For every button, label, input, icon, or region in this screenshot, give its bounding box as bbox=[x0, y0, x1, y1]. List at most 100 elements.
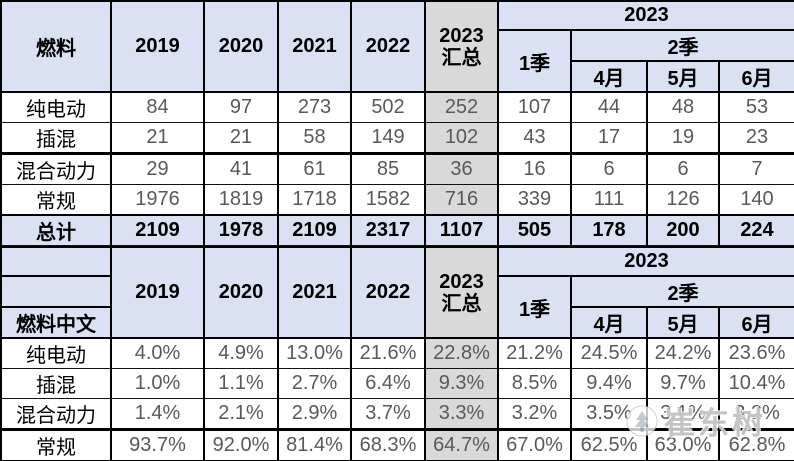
year-header: 2022 bbox=[350, 246, 426, 339]
summary-2023-header: 2023 汇总 bbox=[424, 246, 499, 339]
value-cell: 93.7% bbox=[110, 429, 205, 461]
value-cell: 107 bbox=[497, 91, 572, 123]
year-header: 2022 bbox=[350, 0, 426, 93]
value-cell: 252 bbox=[424, 91, 499, 123]
quarter2-header: 2季 bbox=[570, 275, 794, 308]
year-header: 2019 bbox=[110, 0, 205, 93]
value-cell: 1718 bbox=[277, 184, 352, 216]
value-cell: 29 bbox=[110, 153, 205, 185]
month-header: 6月 bbox=[718, 60, 794, 93]
group-2023-header: 2023 bbox=[497, 0, 794, 31]
month-header: 5月 bbox=[646, 60, 720, 93]
value-cell: 505 bbox=[497, 214, 572, 246]
value-cell: 1107 bbox=[424, 214, 499, 246]
value-cell: 62.8% bbox=[718, 429, 794, 461]
value-cell: 1582 bbox=[350, 184, 426, 216]
value-cell: 200 bbox=[646, 214, 720, 246]
table-header: 2019 2020 2021 2022 2023 汇总 2023 1季 2季 燃… bbox=[0, 246, 794, 339]
value-cell: 1978 bbox=[203, 214, 279, 246]
total-row: 总计 2109 1978 2109 2317 1107 505 178 200 224 bbox=[0, 214, 794, 246]
value-cell: 4.0% bbox=[110, 337, 205, 369]
data-row: 混合动力 29 41 61 85 36 16 6 6 7 bbox=[0, 153, 794, 185]
value-cell: 3.2% bbox=[718, 398, 794, 431]
value-cell: 68.3% bbox=[350, 429, 426, 461]
value-cell: 339 bbox=[497, 184, 572, 216]
value-cell: 8.5% bbox=[497, 368, 572, 399]
data-row: 常规 93.7% 92.0% 81.4% 68.3% 64.7% 67.0% 62.5% 63.… bbox=[0, 429, 794, 461]
value-cell: 716 bbox=[424, 184, 499, 216]
value-cell: 1.0% bbox=[110, 368, 205, 399]
month-header: 4月 bbox=[570, 60, 648, 93]
month-header: 4月 bbox=[570, 306, 648, 339]
value-cell: 7 bbox=[718, 153, 794, 185]
value-cell: 21.2% bbox=[497, 337, 572, 369]
month-header: 6月 bbox=[718, 306, 794, 339]
value-cell: 21 bbox=[203, 122, 279, 155]
value-cell: 53 bbox=[718, 91, 794, 123]
value-cell: 6.4% bbox=[350, 368, 426, 399]
value-cell: 58 bbox=[277, 122, 352, 155]
value-cell: 502 bbox=[350, 91, 426, 123]
value-cell: 2.1% bbox=[203, 398, 279, 431]
value-cell: 1976 bbox=[110, 184, 205, 216]
value-cell: 48 bbox=[646, 91, 720, 123]
value-cell: 2109 bbox=[110, 214, 205, 246]
row-label: 常规 bbox=[0, 184, 112, 216]
value-cell: 3.3% bbox=[424, 398, 499, 431]
value-cell: 2.9% bbox=[277, 398, 352, 431]
value-cell: 23.6% bbox=[718, 337, 794, 369]
row-label: 常规 bbox=[0, 429, 112, 461]
value-cell: 2317 bbox=[350, 214, 426, 246]
value-cell: 1.4% bbox=[110, 398, 205, 431]
summary-2023-header: 2023 汇总 bbox=[424, 0, 499, 93]
value-cell: 61 bbox=[277, 153, 352, 185]
year-header: 2021 bbox=[277, 246, 352, 339]
year-header: 2021 bbox=[277, 0, 352, 93]
table-header: 燃料 2019 2020 2021 2022 2023 汇总 2023 1季 2… bbox=[0, 0, 794, 93]
value-cell: 17 bbox=[570, 122, 648, 155]
value-cell: 2109 bbox=[277, 214, 352, 246]
value-cell: 6 bbox=[646, 153, 720, 185]
quarter2-header: 2季 bbox=[570, 29, 794, 62]
value-cell: 1819 bbox=[203, 184, 279, 216]
value-cell: 3.1% bbox=[646, 398, 720, 431]
year-header: 2020 bbox=[203, 246, 279, 339]
data-row: 混合动力 1.4% 2.1% 2.9% 3.7% 3.3% 3.2% 3.5% 3.1% 3.2% bbox=[0, 398, 794, 431]
value-cell: 64.7% bbox=[424, 429, 499, 461]
row-label: 混合动力 bbox=[0, 398, 112, 431]
value-cell: 3.7% bbox=[350, 398, 426, 431]
value-cell: 21.6% bbox=[350, 337, 426, 369]
data-row: 插混 21 21 58 149 102 43 17 19 23 bbox=[0, 122, 794, 155]
value-cell: 16 bbox=[497, 153, 572, 185]
month-header: 5月 bbox=[646, 306, 720, 339]
value-cell: 41 bbox=[203, 153, 279, 185]
data-row: 纯电动 84 97 273 502 252 107 44 48 53 bbox=[0, 91, 794, 123]
value-cell: 62.5% bbox=[570, 429, 648, 461]
group-2023-header: 2023 bbox=[497, 246, 794, 277]
value-cell: 111 bbox=[570, 184, 648, 216]
row-label: 插混 bbox=[0, 368, 112, 399]
row-label: 插混 bbox=[0, 122, 112, 155]
value-cell: 85 bbox=[350, 153, 426, 185]
value-cell: 140 bbox=[718, 184, 794, 216]
value-cell: 19 bbox=[646, 122, 720, 155]
quarter1-header: 1季 bbox=[497, 275, 572, 339]
corner-header-fuel: 燃料 bbox=[0, 0, 112, 93]
corner-blank-cell bbox=[0, 275, 112, 308]
corner-header-fuel-cn: 燃料中文 bbox=[0, 306, 112, 339]
data-row: 常规 1976 1819 1718 1582 716 339 111 126 140 bbox=[0, 184, 794, 216]
value-cell: 84 bbox=[110, 91, 205, 123]
table-body: 纯电动 84 97 273 502 252 107 44 48 53 插混 21 21 58 149 102 4… bbox=[0, 91, 794, 246]
row-label: 总计 bbox=[0, 214, 112, 246]
corner-blank-cell bbox=[0, 246, 112, 277]
value-cell: 3.2% bbox=[497, 398, 572, 431]
value-cell: 67.0% bbox=[497, 429, 572, 461]
value-cell: 22.8% bbox=[424, 337, 499, 369]
fuel-count-table: 燃料 2019 2020 2021 2022 2023 汇总 2023 1季 2… bbox=[0, 0, 794, 246]
value-cell: 43 bbox=[497, 122, 572, 155]
value-cell: 2.7% bbox=[277, 368, 352, 399]
value-cell: 36 bbox=[424, 153, 499, 185]
value-cell: 63.0% bbox=[646, 429, 720, 461]
value-cell: 6 bbox=[570, 153, 648, 185]
